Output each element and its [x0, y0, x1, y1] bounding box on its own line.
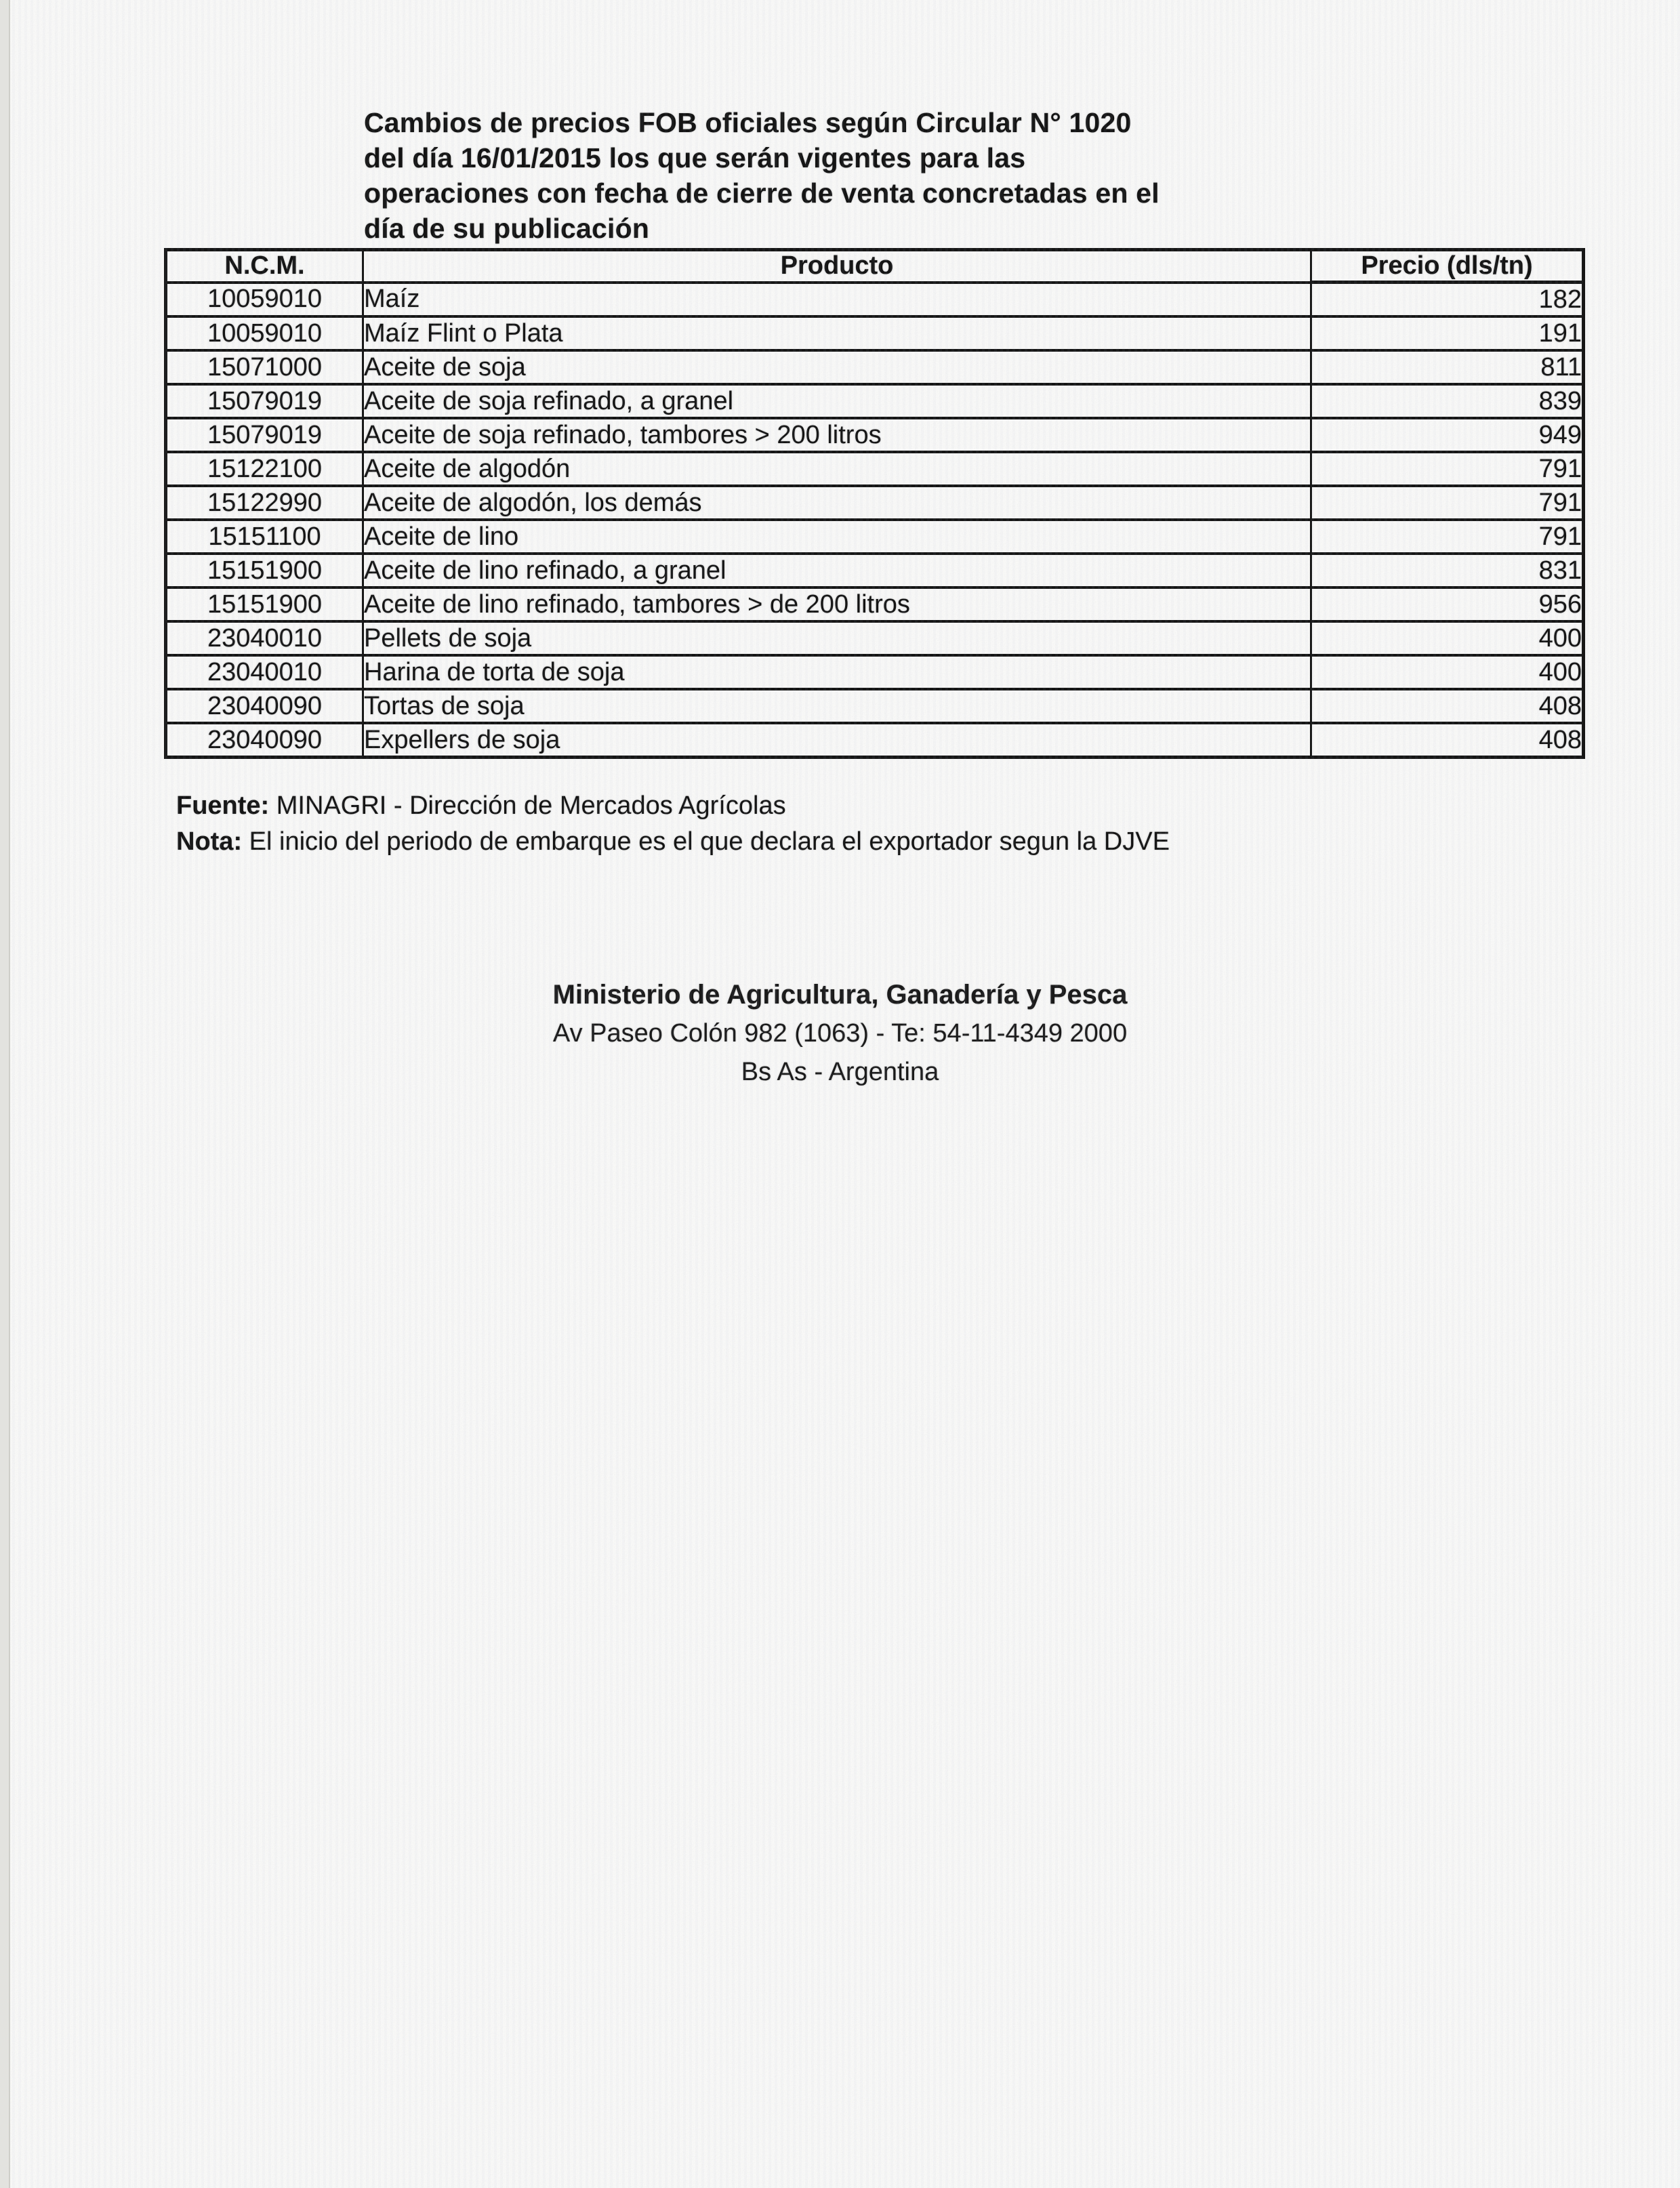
ncm-cell: 15151900 — [165, 586, 364, 623]
ncm-cell: 15079019 — [165, 417, 364, 453]
producto-cell: Aceite de lino — [362, 518, 1312, 555]
producto-cell: Aceite de soja refinado, a granel — [362, 383, 1312, 419]
table-row: 15071000 Aceite de soja 811 — [165, 349, 1584, 386]
table-row: 23040010 Harina de torta de soja 400 — [165, 654, 1584, 690]
ncm-cell: 10059010 — [165, 281, 364, 318]
ncm-cell: 15151900 — [165, 552, 364, 589]
price-table-header: N.C.M. Producto Precio (dls/tn) — [165, 248, 1584, 284]
ncm-cell: 23040090 — [165, 688, 364, 724]
precio-cell: 408 — [1310, 688, 1584, 724]
ncm-cell: 15071000 — [165, 349, 364, 386]
table-row: 15151100 Aceite de lino 791 — [165, 518, 1584, 555]
precio-cell: 839 — [1310, 383, 1584, 419]
precio-cell: 408 — [1310, 722, 1584, 759]
producto-cell: Aceite de algodón, los demás — [362, 484, 1312, 521]
producto-cell: Aceite de soja — [362, 349, 1312, 386]
fuente-line: Fuente: MINAGRI - Dirección de Mercados … — [176, 788, 1170, 824]
column-header-ncm: N.C.M. — [165, 248, 364, 284]
ncm-cell: 15079019 — [165, 383, 364, 419]
nota-text: El inicio del periodo de embarque es el … — [242, 827, 1170, 856]
producto-cell: Harina de torta de soja — [362, 654, 1312, 690]
source-notes: Fuente: MINAGRI - Dirección de Mercados … — [176, 788, 1170, 860]
producto-cell: Pellets de soja — [362, 620, 1312, 657]
table-row: 15122100 Aceite de algodón 791 — [165, 451, 1584, 487]
table-row: 23040010 Pellets de soja 400 — [165, 620, 1584, 657]
producto-cell: Aceite de algodón — [362, 451, 1312, 487]
precio-cell: 791 — [1310, 451, 1584, 487]
table-row: 15079019 Aceite de soja refinado, tambore… — [165, 417, 1584, 453]
precio-cell: 400 — [1310, 620, 1584, 657]
title-line: del día 16/01/2015 los que serán vigente… — [364, 142, 1026, 173]
ncm-cell: 23040090 — [165, 722, 364, 759]
table-row: 15151900 Aceite de lino refinado, a grane… — [165, 552, 1584, 589]
precio-cell: 831 — [1310, 552, 1584, 589]
producto-cell: Maíz — [362, 281, 1312, 318]
producto-cell: Aceite de lino refinado, tambores > de 2… — [362, 586, 1312, 623]
ministry-address: Av Paseo Colón 982 (1063) - Te: 54-11-43… — [552, 1019, 1128, 1048]
ministry-location: Bs As - Argentina — [741, 1058, 939, 1086]
title-line: día de su publicación — [364, 213, 650, 244]
fob-price-table: N.C.M. Producto Precio (dls/tn) 10059010… — [164, 248, 1585, 759]
producto-cell: Aceite de soja refinado, tambores > 200 … — [362, 417, 1312, 453]
ncm-cell: 15151100 — [165, 518, 364, 555]
ncm-cell: 23040010 — [165, 620, 364, 657]
table-row: 23040090 Expellers de soja 408 — [165, 722, 1584, 759]
table-row: 15151900 Aceite de lino refinado, tambore… — [165, 586, 1584, 623]
column-header-precio: Precio (dls/tn) — [1310, 248, 1584, 284]
precio-cell: 791 — [1310, 518, 1584, 555]
precio-cell: 400 — [1310, 654, 1584, 690]
title-line: operaciones con fecha de cierre de venta… — [364, 178, 1160, 209]
precio-cell: 811 — [1310, 349, 1584, 386]
ncm-cell: 10059010 — [165, 315, 364, 352]
producto-cell: Tortas de soja — [362, 688, 1312, 724]
table-row: 23040090 Tortas de soja 408 — [165, 688, 1584, 724]
precio-cell: 191 — [1310, 315, 1584, 352]
nota-line: Nota: El inicio del periodo de embarque … — [176, 824, 1170, 860]
precio-cell: 182 — [1310, 281, 1584, 318]
ncm-cell: 15122990 — [165, 484, 364, 521]
ministry-footer: Ministerio de Agricultura, Ganadería y P… — [0, 976, 1680, 1092]
ncm-cell: 15122100 — [165, 451, 364, 487]
ministry-name: Ministerio de Agricultura, Ganadería y P… — [552, 980, 1128, 1010]
table-row: 15122990 Aceite de algodón, los demás 791 — [165, 484, 1584, 521]
producto-cell: Expellers de soja — [362, 722, 1312, 759]
scanner-edge-strip — [0, 0, 10, 2188]
table-row: 10059010 Maíz 182 — [165, 281, 1584, 318]
fuente-label: Fuente: — [176, 791, 270, 820]
table-row: 15079019 Aceite de soja refinado, a grane… — [165, 383, 1584, 419]
precio-cell: 949 — [1310, 417, 1584, 453]
producto-cell: Maíz Flint o Plata — [362, 315, 1312, 352]
table-row: 10059010 Maíz Flint o Plata 191 — [165, 315, 1584, 352]
document-title: Cambios de precios FOB oficiales según C… — [364, 105, 1380, 246]
price-table-body: 10059010 Maíz 182 10059010 Maíz Flint o Plat… — [165, 281, 1584, 759]
nota-label: Nota: — [176, 827, 243, 856]
precio-cell: 791 — [1310, 484, 1584, 521]
precio-cell: 956 — [1310, 586, 1584, 623]
fuente-text: MINAGRI - Dirección de Mercados Agrícola… — [269, 791, 786, 820]
column-header-producto: Producto — [362, 248, 1312, 284]
title-line: Cambios de precios FOB oficiales según C… — [364, 107, 1132, 138]
header-row: N.C.M. Producto Precio (dls/tn) — [165, 248, 1584, 284]
ncm-cell: 23040010 — [165, 654, 364, 690]
producto-cell: Aceite de lino refinado, a granel — [362, 552, 1312, 589]
